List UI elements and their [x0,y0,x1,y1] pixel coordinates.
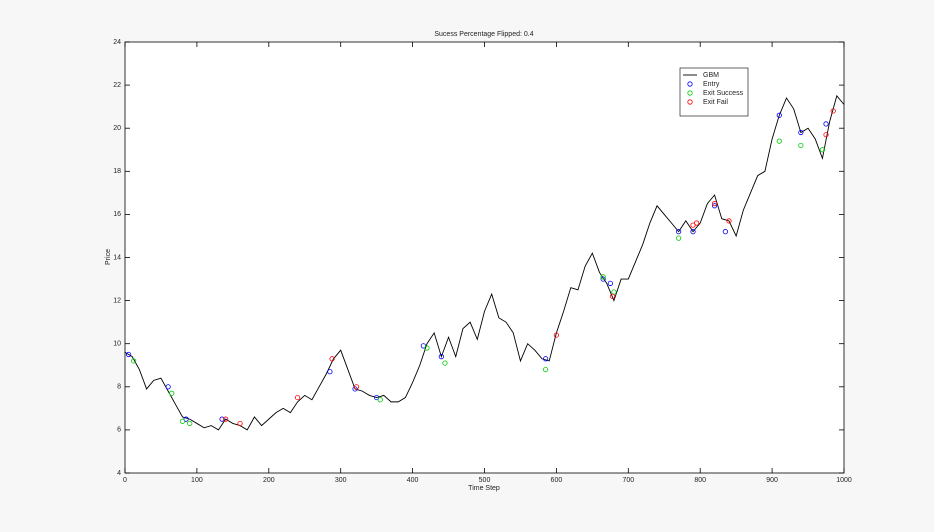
x-tick-label: 400 [407,477,419,484]
marker [187,420,193,427]
marker [722,229,728,235]
x-tick-label: 800 [694,477,706,484]
x-tick-label: 600 [551,477,563,484]
marker [776,112,782,118]
marker [424,345,430,351]
marker [543,356,549,362]
y-tick-label: 14 [113,254,121,261]
x-tick-label: 900 [766,477,778,484]
marker [442,360,448,366]
y-tick-label: 22 [113,82,121,89]
marker [798,129,804,136]
marker [237,420,243,427]
y-tick-label: 6 [117,427,121,434]
marker [690,229,696,235]
y-axis-label: Price [105,249,112,265]
marker [438,354,444,360]
marker [223,416,229,422]
marker [327,369,333,375]
legend-marker [687,99,693,105]
marker [823,121,829,127]
marker [165,384,171,390]
legend-marker [687,81,693,87]
marker [131,358,137,364]
x-tick-label: 300 [335,477,347,484]
x-tick-label: 1000 [836,477,852,484]
x-tick-label: 100 [191,477,203,484]
marker [607,280,613,286]
chart-title: Sucess Percentage Flipped: 0.4 [434,31,533,38]
marker [711,201,718,207]
legend-label: GBM [703,72,719,79]
marker [819,147,826,153]
legend-box [679,67,749,117]
marker [179,418,186,424]
legend-label: Exit Success [703,90,744,97]
marker [823,132,829,138]
x-tick-label: 700 [622,477,634,484]
marker [609,293,616,299]
marker [329,356,335,362]
marker [830,108,836,114]
x-tick-label: 500 [479,477,491,484]
marker [776,138,782,144]
legend-label: Exit Fail [703,99,728,106]
x-tick-label: 200 [263,477,275,484]
axes-box [124,41,845,474]
marker [219,416,225,422]
marker [798,142,804,149]
marker [676,235,682,241]
price-line [124,94,845,431]
y-tick-label: 20 [113,125,121,132]
y-tick-label: 12 [113,297,121,304]
marker [353,384,360,390]
marker [377,397,383,403]
marker [726,218,732,224]
marker [676,229,682,235]
marker [600,276,606,282]
marker [125,351,132,358]
legend-label: Entry [703,81,720,88]
marker [169,390,175,396]
marker [600,274,606,280]
y-tick-label: 8 [117,384,121,391]
y-tick-label: 18 [113,168,121,175]
legend-marker [687,90,693,96]
y-tick-label: 24 [113,39,121,46]
marker [711,203,718,209]
x-axis-label: Time Step [468,485,500,492]
y-tick-label: 16 [113,211,121,218]
y-tick-label: 4 [117,470,121,477]
marker [294,394,301,401]
y-tick-label: 10 [113,341,121,348]
marker [553,332,560,338]
marker [694,220,700,226]
marker [543,366,549,373]
x-tick-label: 0 [123,477,127,484]
